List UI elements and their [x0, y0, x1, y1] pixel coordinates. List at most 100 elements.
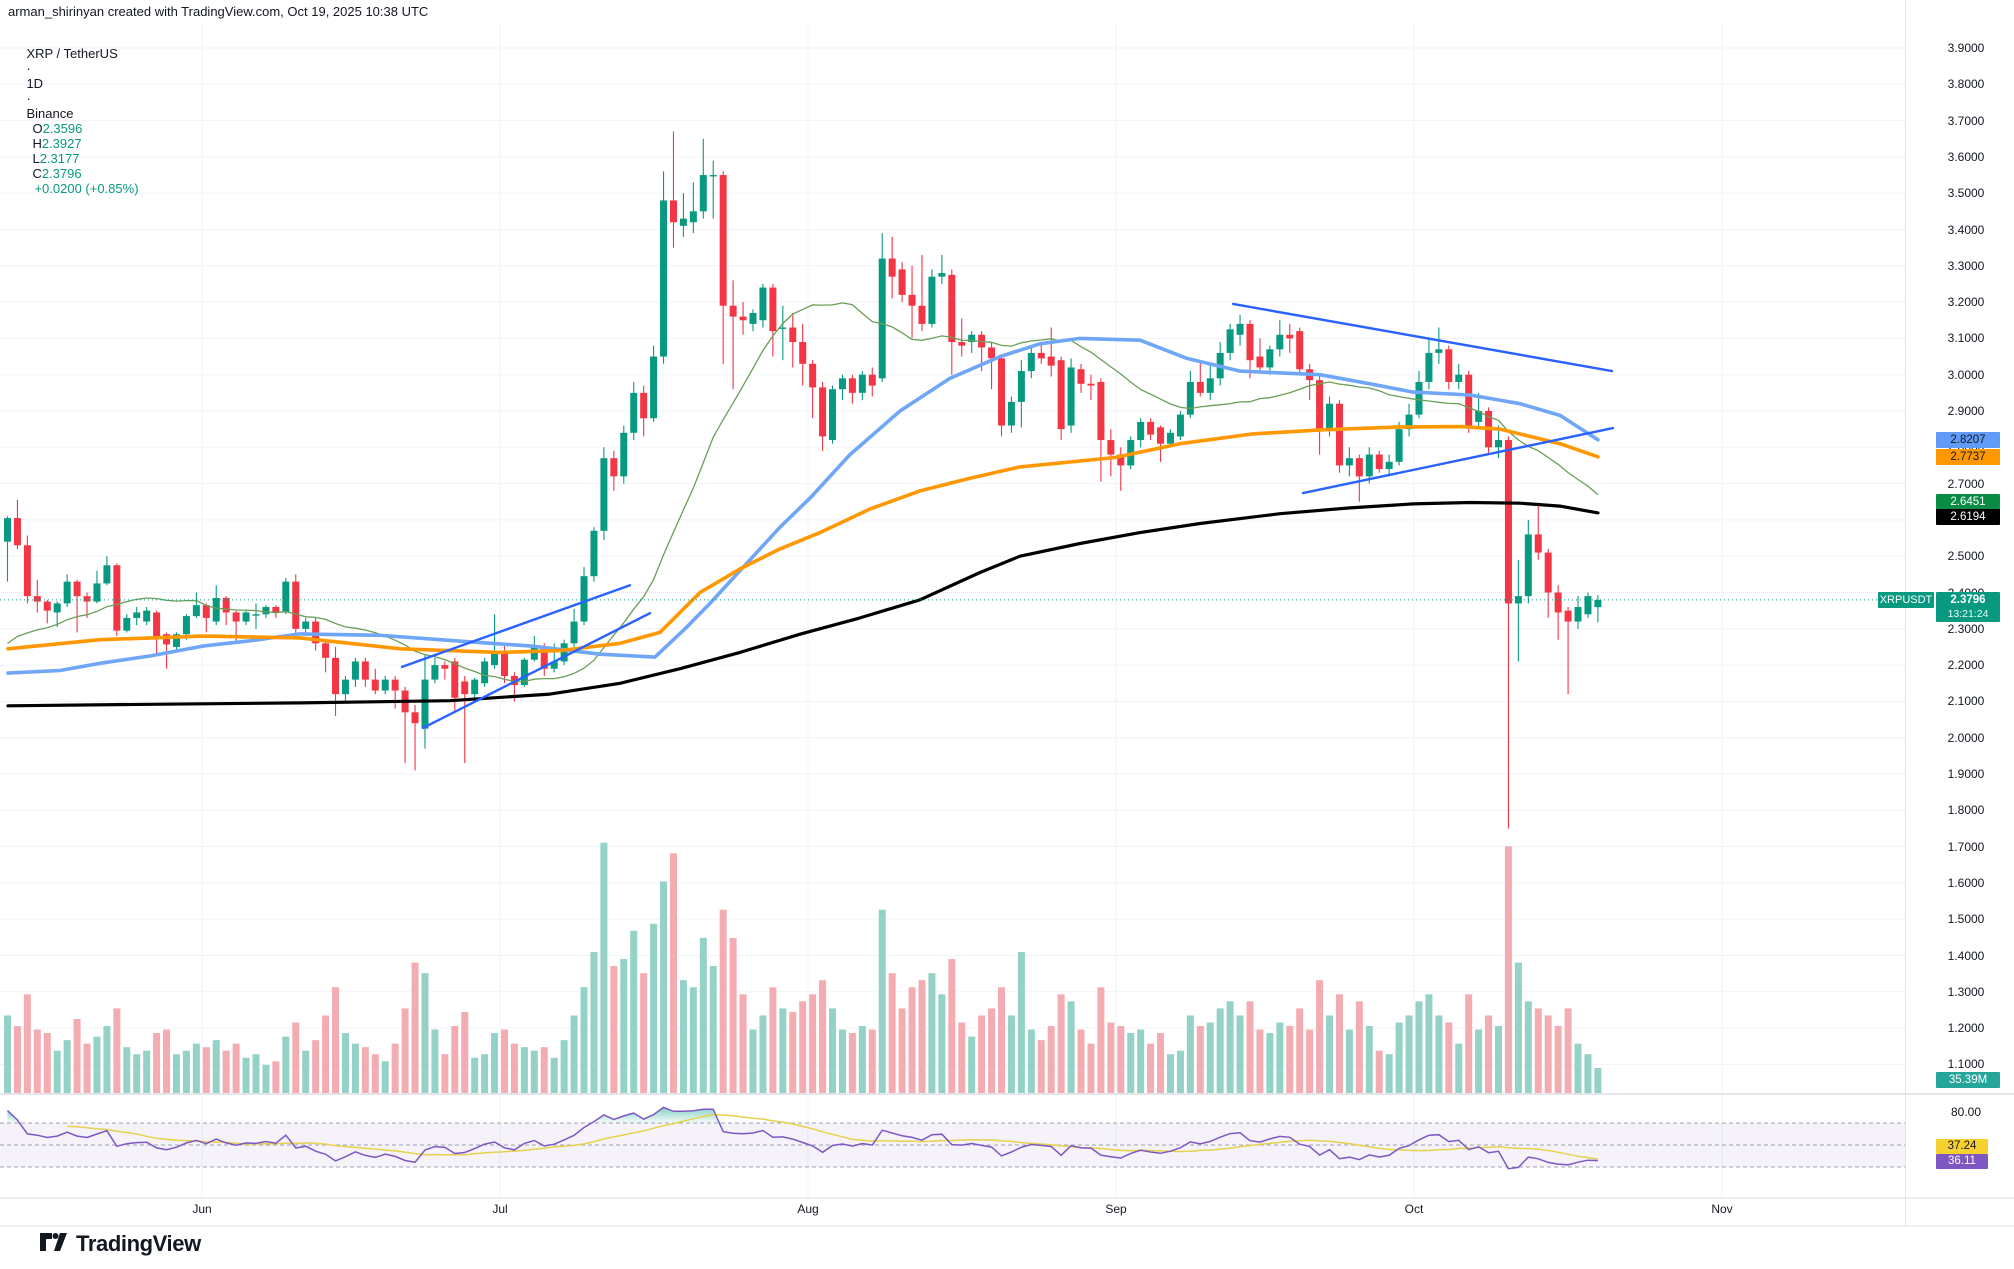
candle[interactable] — [1504, 436, 1512, 829]
volume-bar[interactable] — [1216, 1008, 1224, 1093]
candle[interactable] — [709, 160, 717, 219]
candle[interactable] — [1117, 447, 1125, 491]
candle[interactable] — [481, 657, 489, 687]
volume-bar[interactable] — [1415, 1001, 1423, 1093]
volume-bar[interactable] — [1365, 1026, 1373, 1093]
candle[interactable] — [1047, 327, 1055, 377]
volume-bar[interactable] — [699, 937, 707, 1093]
candle[interactable] — [471, 677, 479, 702]
volume-bar[interactable] — [83, 1043, 91, 1093]
volume-bar[interactable] — [371, 1054, 379, 1093]
volume-bar[interactable] — [1157, 1033, 1165, 1093]
candle[interactable] — [520, 657, 528, 687]
sep-wedge-lower[interactable] — [1301, 426, 1615, 495]
volume-bar[interactable] — [242, 1057, 250, 1093]
candle[interactable] — [1564, 607, 1572, 695]
volume-bar[interactable] — [153, 1033, 161, 1093]
volume-bar[interactable] — [1176, 1050, 1184, 1093]
candle[interactable] — [103, 556, 111, 586]
candle[interactable] — [669, 131, 677, 248]
volume-bar[interactable] — [878, 909, 886, 1093]
volume-bar[interactable] — [600, 842, 608, 1093]
volume-bar[interactable] — [23, 994, 31, 1093]
candle[interactable] — [888, 236, 896, 299]
volume-bar[interactable] — [501, 1029, 508, 1093]
volume-bar[interactable] — [43, 1033, 51, 1093]
candle[interactable] — [1544, 548, 1552, 618]
volume-bar[interactable] — [461, 1011, 469, 1093]
volume-bar[interactable] — [968, 1036, 976, 1093]
volume-bar[interactable] — [202, 1047, 210, 1093]
volume-bar[interactable] — [580, 987, 588, 1093]
volume-bar[interactable] — [133, 1054, 141, 1093]
candle[interactable] — [1425, 338, 1433, 390]
volume-bar[interactable] — [33, 1029, 41, 1093]
volume-bar[interactable] — [560, 1040, 568, 1093]
candle[interactable] — [749, 309, 757, 332]
volume-bar[interactable] — [590, 952, 598, 1093]
volume-bar[interactable] — [172, 1054, 180, 1093]
symbol-legend[interactable]: XRP / TetherUS · 1D · Binance O2.3596 H2… — [12, 31, 138, 211]
candle[interactable] — [1246, 320, 1254, 379]
volume-bar[interactable] — [1087, 1043, 1095, 1093]
candle[interactable] — [172, 632, 180, 651]
volume-bar[interactable] — [341, 1033, 349, 1093]
candle[interactable] — [411, 705, 419, 771]
volume-bar[interactable] — [819, 980, 827, 1093]
volume-bar[interactable] — [510, 1043, 518, 1093]
candle[interactable] — [1445, 345, 1453, 390]
volume-bar[interactable] — [1196, 1026, 1204, 1093]
candle[interactable] — [779, 305, 787, 361]
volume-bar[interactable] — [1564, 1008, 1572, 1093]
volume-bar[interactable] — [978, 1015, 986, 1093]
candle[interactable] — [660, 171, 668, 364]
candle[interactable] — [868, 367, 876, 397]
candle[interactable] — [858, 371, 866, 401]
candle[interactable] — [938, 254, 946, 284]
volume-bar[interactable] — [1405, 1015, 1413, 1093]
volume-bar[interactable] — [958, 1022, 966, 1094]
candle[interactable] — [1017, 360, 1025, 428]
volume-bar[interactable] — [93, 1036, 101, 1093]
volume-bar[interactable] — [1574, 1043, 1582, 1093]
volume-bar[interactable] — [1067, 1001, 1075, 1093]
volume-bar[interactable] — [1017, 952, 1025, 1093]
candle[interactable] — [650, 345, 658, 422]
volume-bar[interactable] — [739, 994, 747, 1093]
volume-bar[interactable] — [1385, 1054, 1393, 1093]
candle[interactable] — [1435, 327, 1443, 364]
candle[interactable] — [878, 233, 886, 382]
volume-bar[interactable] — [1077, 1029, 1085, 1093]
candle[interactable] — [93, 570, 101, 604]
candle[interactable] — [570, 608, 578, 647]
candle[interactable] — [1345, 447, 1353, 477]
candle[interactable] — [33, 579, 41, 613]
volume-bar[interactable] — [143, 1050, 151, 1093]
volume-bar[interactable] — [1534, 1008, 1542, 1093]
volume-bar[interactable] — [1455, 1043, 1463, 1093]
volume-bar[interactable] — [1007, 1015, 1015, 1093]
volume-bar[interactable] — [998, 987, 1005, 1093]
volume-bar[interactable] — [113, 1008, 121, 1093]
volume-bar[interactable] — [4, 1015, 11, 1093]
volume-bar[interactable] — [1445, 1022, 1453, 1094]
candle[interactable] — [560, 639, 568, 666]
volume-bar[interactable] — [1335, 994, 1343, 1093]
candle[interactable] — [461, 675, 469, 764]
candle[interactable] — [848, 374, 856, 404]
volume-bar[interactable] — [1514, 962, 1522, 1093]
candle[interactable] — [272, 605, 280, 618]
volume-bar[interactable] — [232, 1043, 240, 1093]
volume-bar[interactable] — [451, 1026, 459, 1093]
volume-bar[interactable] — [1186, 1015, 1194, 1093]
candle[interactable] — [640, 385, 648, 437]
volume-bar[interactable] — [829, 1008, 837, 1093]
volume-bar[interactable] — [1166, 1054, 1174, 1093]
volume-bar[interactable] — [322, 1015, 330, 1093]
volume-bar[interactable] — [1584, 1054, 1592, 1093]
volume-bar[interactable] — [1544, 1015, 1552, 1093]
volume-bar[interactable] — [1316, 980, 1324, 1093]
candle[interactable] — [799, 323, 807, 386]
candle[interactable] — [63, 574, 71, 608]
